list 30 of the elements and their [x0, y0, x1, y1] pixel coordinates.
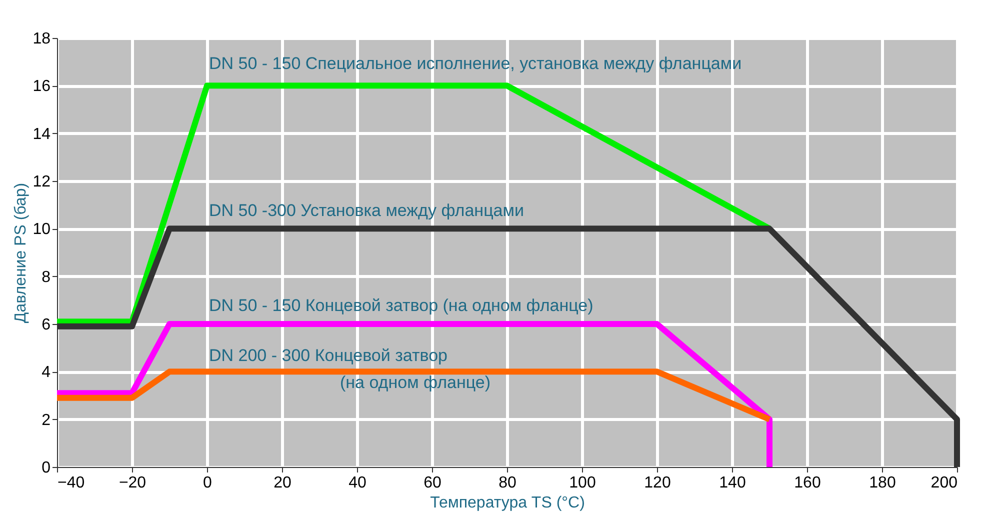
annotation: DN 200 - 300 Концевой затвор	[209, 346, 448, 365]
x-tick-label: 40	[348, 474, 366, 492]
y-tick-label: 12	[32, 174, 51, 190]
x-tick-label: 60	[424, 474, 442, 492]
y-tick-label: 6	[42, 316, 51, 334]
y-tick-label: 14	[32, 126, 51, 143]
annotation: DN 50 -300 Установка между фланцами	[209, 201, 524, 220]
y-axis-title: Давление PS (бар)	[12, 182, 30, 324]
x-tick-label: 120	[644, 474, 671, 492]
x-tick-label: 160	[794, 474, 821, 492]
y-tick-label: 8	[42, 268, 51, 286]
x-tick-label: 200	[930, 474, 958, 492]
y-tick-label: 18	[32, 30, 51, 48]
y-tick-label: 2	[42, 412, 51, 429]
x-tick-label: −20	[118, 474, 146, 492]
x-tick-label: 80	[498, 474, 516, 492]
x-tick-label: 100	[569, 474, 596, 492]
x-tick-label: 140	[719, 474, 746, 492]
annotation: DN 50 - 150 Концевой затвор (на одном фланце)	[209, 296, 594, 315]
annotation: (на одном фланце)	[340, 373, 491, 392]
y-tick-label: 10	[32, 221, 51, 238]
annotation: DN 50 - 150 Специальное исполнение, установка между фланцами	[209, 54, 742, 73]
y-tick-label: 4	[42, 364, 51, 382]
x-tick-label: 180	[869, 474, 896, 492]
y-tick-label: 0	[42, 460, 51, 476]
x-tick-label: −40	[58, 474, 85, 492]
x-tick-label: 20	[274, 474, 292, 492]
y-tick-label: 16	[32, 78, 51, 96]
x-tick-label: 0	[203, 474, 212, 492]
x-axis-title: Температура TS (°C)	[430, 494, 585, 512]
